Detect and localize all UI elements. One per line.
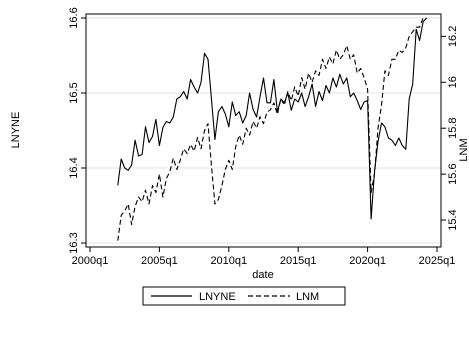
right-tick-label: 15.8 (447, 117, 459, 138)
series-line-lnyne (117, 17, 428, 220)
x-tick-label: 2025q1 (419, 255, 456, 267)
legend: LNYNE LNM (142, 286, 346, 306)
left-tick-label: 16.5 (68, 82, 80, 103)
legend-box (142, 286, 346, 306)
x-axis: 2000q1 2005q1 2010q1 2015q1 2020q1 2025q1 (72, 247, 456, 267)
series-lines (117, 17, 428, 241)
left-y-axis: 16.3 16.4 16.5 16.6 (68, 7, 86, 254)
legend-label-lnyne: LNYNE (199, 291, 236, 303)
x-tick-label: 2015q1 (280, 255, 317, 267)
right-y-axis: 15.4 15.6 15.8 16 16.2 (441, 26, 459, 231)
left-axis-title: LNYNE (10, 112, 22, 149)
series-line-lnm (117, 17, 427, 241)
x-axis-title: date (252, 269, 273, 281)
x-tick-label: 2010q1 (210, 255, 247, 267)
x-tick-label: 2000q1 (72, 255, 109, 267)
left-tick-label: 16.6 (68, 7, 80, 28)
right-tick-label: 16 (447, 76, 459, 88)
right-axis-title: LNM (458, 138, 469, 161)
right-tick-label: 15.4 (447, 209, 459, 230)
left-tick-label: 16.3 (68, 232, 80, 253)
right-tick-label: 15.6 (447, 163, 459, 184)
x-tick-label: 2005q1 (141, 255, 178, 267)
gridlines (86, 17, 441, 244)
plot-area (85, 13, 442, 248)
x-tick-label: 2020q1 (349, 255, 386, 267)
right-tick-label: 16.2 (447, 26, 459, 47)
legend-label-lnm: LNM (296, 291, 319, 303)
left-tick-label: 16.4 (68, 157, 80, 178)
